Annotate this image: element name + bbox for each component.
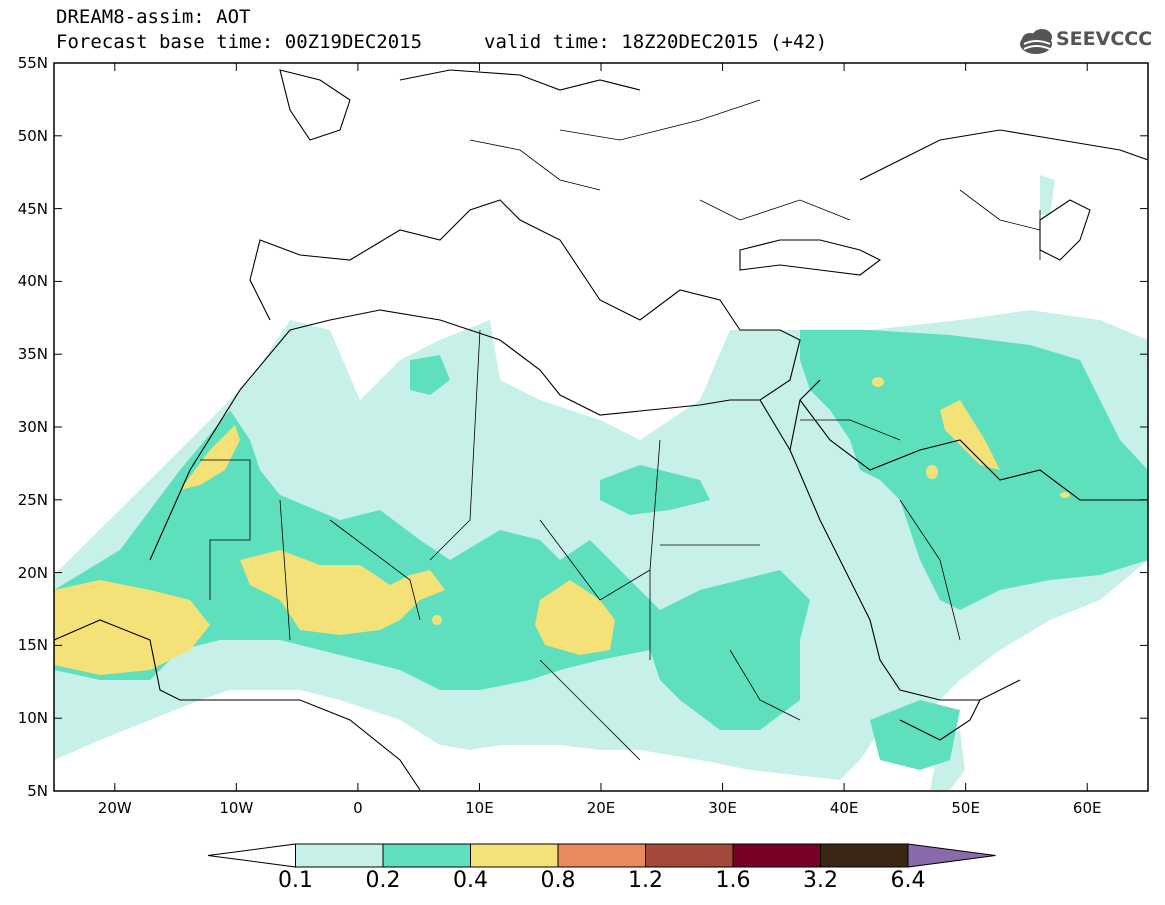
colorbar-arrow-high [907,843,996,868]
colorbar-label: 3.2 [803,868,838,893]
aot-band-0-2 [54,330,1148,770]
coastlines [54,69,1148,791]
lat-label: 55N [17,54,48,72]
seevccc-logo [1020,29,1052,54]
lon-label: 30E [708,799,737,817]
colorbar-cell [645,843,734,868]
logo-text: SEEVCCC [1056,28,1153,50]
lon-label: 20E [586,799,616,817]
country-borders [200,99,1041,761]
aot-band-0-4 [54,377,1070,675]
lon-label: 10E [465,799,494,817]
lat-label: 20N [17,563,48,582]
lat-label: 15N [17,636,48,655]
lat-label: 5N [27,782,48,800]
lat-label: 40N [17,272,48,291]
lat-label: 45N [17,199,48,218]
colorbar-arrow-low [207,843,296,868]
lon-label: 40E [829,799,859,817]
lat-label: 50N [17,126,48,145]
colorbar-cell [820,843,909,868]
lon-label: 50E [951,799,980,817]
lon-label: 20W [97,799,132,817]
lon-label: 10W [219,799,254,817]
forecast-base-time: Forecast base time: 00Z19DEC2015 [56,31,423,53]
valid-time: valid time: 18Z20DEC2015 (+42) [484,31,828,53]
lat-label: 10N [17,709,48,728]
colorbar-cell [557,843,646,868]
lat-label: 35N [17,345,48,364]
colorbar-label: 0.8 [540,868,576,893]
colorbar-label: 1.6 [715,868,751,893]
colorbar-label: 0.1 [278,868,313,893]
lon-label: 0 [353,799,363,817]
colorbar-cell [295,843,384,868]
axis-ticks [54,62,1148,792]
map-title: DREAM8-assim: AOT [56,6,251,28]
colorbar-label: 1.2 [628,868,663,893]
lat-label: 25N [17,490,48,509]
colorbar-label: 0.2 [365,868,401,893]
lat-label: 30N [17,418,48,436]
colorbar-label: 0.4 [453,868,488,893]
colorbar-cell [732,843,821,868]
lon-label: 60E [1072,799,1102,817]
colorbar-cell [382,843,471,868]
colorbar-cell [470,843,559,868]
colorbar-label: 6.4 [890,868,926,893]
